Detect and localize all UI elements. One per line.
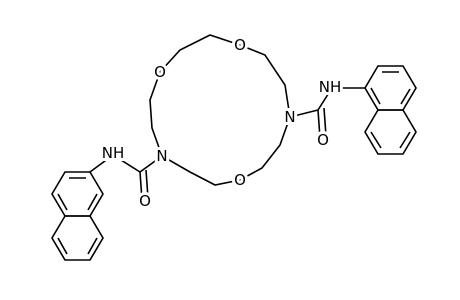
- atom-label: O: [234, 171, 246, 189]
- bonds: [51, 34, 417, 261]
- atom-label: N: [156, 147, 167, 165]
- atom-label: O: [317, 131, 329, 149]
- atom-label: N: [284, 108, 295, 126]
- atom-label: O: [154, 63, 166, 81]
- atom-label: O: [139, 192, 151, 210]
- atom-label: NH: [102, 144, 125, 162]
- atom-label: O: [234, 36, 246, 54]
- atom-label: NH: [319, 78, 342, 96]
